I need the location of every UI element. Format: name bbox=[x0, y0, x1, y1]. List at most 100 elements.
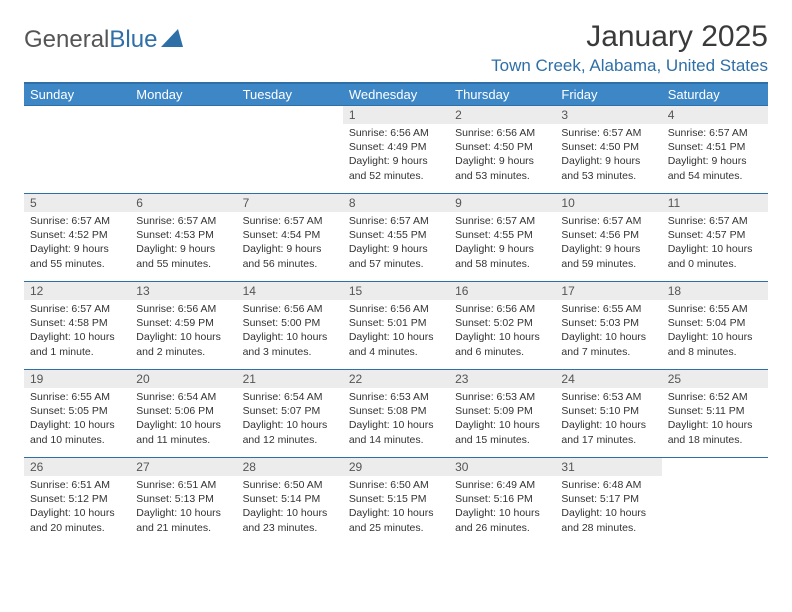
day-data: Sunrise: 6:55 AMSunset: 5:04 PMDaylight:… bbox=[662, 300, 768, 365]
day-data: Sunrise: 6:56 AMSunset: 4:59 PMDaylight:… bbox=[130, 300, 236, 365]
calendar-cell: 1Sunrise: 6:56 AMSunset: 4:49 PMDaylight… bbox=[343, 106, 449, 194]
day-header: Sunday bbox=[24, 83, 130, 106]
calendar-cell: 3Sunrise: 6:57 AMSunset: 4:50 PMDaylight… bbox=[555, 106, 661, 194]
day-data: Sunrise: 6:57 AMSunset: 4:50 PMDaylight:… bbox=[555, 124, 661, 189]
day-number: 13 bbox=[130, 282, 236, 300]
day-data: Sunrise: 6:54 AMSunset: 5:07 PMDaylight:… bbox=[237, 388, 343, 453]
calendar-cell: 8Sunrise: 6:57 AMSunset: 4:55 PMDaylight… bbox=[343, 194, 449, 282]
calendar-cell bbox=[237, 106, 343, 194]
day-data: Sunrise: 6:57 AMSunset: 4:58 PMDaylight:… bbox=[24, 300, 130, 365]
calendar-cell: 10Sunrise: 6:57 AMSunset: 4:56 PMDayligh… bbox=[555, 194, 661, 282]
day-number: 25 bbox=[662, 370, 768, 388]
day-data: Sunrise: 6:57 AMSunset: 4:56 PMDaylight:… bbox=[555, 212, 661, 277]
logo-triangle-icon bbox=[161, 26, 183, 54]
calendar-cell: 17Sunrise: 6:55 AMSunset: 5:03 PMDayligh… bbox=[555, 282, 661, 370]
day-data: Sunrise: 6:51 AMSunset: 5:12 PMDaylight:… bbox=[24, 476, 130, 541]
calendar-cell: 25Sunrise: 6:52 AMSunset: 5:11 PMDayligh… bbox=[662, 370, 768, 458]
day-data: Sunrise: 6:50 AMSunset: 5:15 PMDaylight:… bbox=[343, 476, 449, 541]
calendar-cell: 20Sunrise: 6:54 AMSunset: 5:06 PMDayligh… bbox=[130, 370, 236, 458]
day-data: Sunrise: 6:57 AMSunset: 4:57 PMDaylight:… bbox=[662, 212, 768, 277]
day-data: Sunrise: 6:53 AMSunset: 5:09 PMDaylight:… bbox=[449, 388, 555, 453]
day-header: Saturday bbox=[662, 83, 768, 106]
day-number: 7 bbox=[237, 194, 343, 212]
day-header: Tuesday bbox=[237, 83, 343, 106]
day-data: Sunrise: 6:53 AMSunset: 5:10 PMDaylight:… bbox=[555, 388, 661, 453]
brand-part2: Blue bbox=[109, 26, 157, 54]
calendar-week-row: 19Sunrise: 6:55 AMSunset: 5:05 PMDayligh… bbox=[24, 370, 768, 458]
calendar-cell: 13Sunrise: 6:56 AMSunset: 4:59 PMDayligh… bbox=[130, 282, 236, 370]
day-number: 20 bbox=[130, 370, 236, 388]
day-data: Sunrise: 6:56 AMSunset: 5:01 PMDaylight:… bbox=[343, 300, 449, 365]
calendar-cell: 29Sunrise: 6:50 AMSunset: 5:15 PMDayligh… bbox=[343, 458, 449, 546]
calendar-cell: 12Sunrise: 6:57 AMSunset: 4:58 PMDayligh… bbox=[24, 282, 130, 370]
location-label: Town Creek, Alabama, United States bbox=[491, 56, 768, 76]
day-data: Sunrise: 6:48 AMSunset: 5:17 PMDaylight:… bbox=[555, 476, 661, 541]
day-number: 23 bbox=[449, 370, 555, 388]
calendar-header-row: Sunday Monday Tuesday Wednesday Thursday… bbox=[24, 83, 768, 106]
day-data: Sunrise: 6:55 AMSunset: 5:05 PMDaylight:… bbox=[24, 388, 130, 453]
day-number: 21 bbox=[237, 370, 343, 388]
day-number: 5 bbox=[24, 194, 130, 212]
day-data: Sunrise: 6:55 AMSunset: 5:03 PMDaylight:… bbox=[555, 300, 661, 365]
day-number: 24 bbox=[555, 370, 661, 388]
day-number: 27 bbox=[130, 458, 236, 476]
day-number: 14 bbox=[237, 282, 343, 300]
day-number: 4 bbox=[662, 106, 768, 124]
day-number: 11 bbox=[662, 194, 768, 212]
calendar-cell: 18Sunrise: 6:55 AMSunset: 5:04 PMDayligh… bbox=[662, 282, 768, 370]
day-data: Sunrise: 6:57 AMSunset: 4:52 PMDaylight:… bbox=[24, 212, 130, 277]
day-number: 17 bbox=[555, 282, 661, 300]
day-data: Sunrise: 6:49 AMSunset: 5:16 PMDaylight:… bbox=[449, 476, 555, 541]
calendar-cell: 22Sunrise: 6:53 AMSunset: 5:08 PMDayligh… bbox=[343, 370, 449, 458]
day-number: 8 bbox=[343, 194, 449, 212]
calendar-week-row: 12Sunrise: 6:57 AMSunset: 4:58 PMDayligh… bbox=[24, 282, 768, 370]
calendar-cell: 11Sunrise: 6:57 AMSunset: 4:57 PMDayligh… bbox=[662, 194, 768, 282]
calendar-cell: 30Sunrise: 6:49 AMSunset: 5:16 PMDayligh… bbox=[449, 458, 555, 546]
calendar-week-row: 26Sunrise: 6:51 AMSunset: 5:12 PMDayligh… bbox=[24, 458, 768, 546]
calendar-cell: 26Sunrise: 6:51 AMSunset: 5:12 PMDayligh… bbox=[24, 458, 130, 546]
calendar-cell: 19Sunrise: 6:55 AMSunset: 5:05 PMDayligh… bbox=[24, 370, 130, 458]
calendar-cell: 15Sunrise: 6:56 AMSunset: 5:01 PMDayligh… bbox=[343, 282, 449, 370]
calendar-cell bbox=[662, 458, 768, 546]
day-number: 16 bbox=[449, 282, 555, 300]
brand-part1: General bbox=[24, 26, 109, 54]
day-number: 10 bbox=[555, 194, 661, 212]
calendar-week-row: 5Sunrise: 6:57 AMSunset: 4:52 PMDaylight… bbox=[24, 194, 768, 282]
calendar-cell: 16Sunrise: 6:56 AMSunset: 5:02 PMDayligh… bbox=[449, 282, 555, 370]
day-number: 29 bbox=[343, 458, 449, 476]
day-header: Monday bbox=[130, 83, 236, 106]
day-data: Sunrise: 6:51 AMSunset: 5:13 PMDaylight:… bbox=[130, 476, 236, 541]
day-data: Sunrise: 6:53 AMSunset: 5:08 PMDaylight:… bbox=[343, 388, 449, 453]
day-data: Sunrise: 6:57 AMSunset: 4:53 PMDaylight:… bbox=[130, 212, 236, 277]
day-header: Wednesday bbox=[343, 83, 449, 106]
calendar-cell: 24Sunrise: 6:53 AMSunset: 5:10 PMDayligh… bbox=[555, 370, 661, 458]
calendar-cell: 28Sunrise: 6:50 AMSunset: 5:14 PMDayligh… bbox=[237, 458, 343, 546]
calendar-cell: 7Sunrise: 6:57 AMSunset: 4:54 PMDaylight… bbox=[237, 194, 343, 282]
calendar-cell: 5Sunrise: 6:57 AMSunset: 4:52 PMDaylight… bbox=[24, 194, 130, 282]
day-data: Sunrise: 6:54 AMSunset: 5:06 PMDaylight:… bbox=[130, 388, 236, 453]
day-number: 31 bbox=[555, 458, 661, 476]
page-title: January 2025 bbox=[491, 20, 768, 54]
calendar-cell: 27Sunrise: 6:51 AMSunset: 5:13 PMDayligh… bbox=[130, 458, 236, 546]
day-header: Friday bbox=[555, 83, 661, 106]
day-number: 22 bbox=[343, 370, 449, 388]
day-data: Sunrise: 6:57 AMSunset: 4:54 PMDaylight:… bbox=[237, 212, 343, 277]
day-data: Sunrise: 6:57 AMSunset: 4:55 PMDaylight:… bbox=[449, 212, 555, 277]
day-data: Sunrise: 6:57 AMSunset: 4:55 PMDaylight:… bbox=[343, 212, 449, 277]
calendar-cell bbox=[24, 106, 130, 194]
day-number: 28 bbox=[237, 458, 343, 476]
day-number: 15 bbox=[343, 282, 449, 300]
day-data: Sunrise: 6:56 AMSunset: 5:02 PMDaylight:… bbox=[449, 300, 555, 365]
calendar-cell: 4Sunrise: 6:57 AMSunset: 4:51 PMDaylight… bbox=[662, 106, 768, 194]
calendar-week-row: 1Sunrise: 6:56 AMSunset: 4:49 PMDaylight… bbox=[24, 106, 768, 194]
day-data: Sunrise: 6:56 AMSunset: 4:49 PMDaylight:… bbox=[343, 124, 449, 189]
day-number: 2 bbox=[449, 106, 555, 124]
day-number: 18 bbox=[662, 282, 768, 300]
day-data: Sunrise: 6:50 AMSunset: 5:14 PMDaylight:… bbox=[237, 476, 343, 541]
day-data: Sunrise: 6:56 AMSunset: 4:50 PMDaylight:… bbox=[449, 124, 555, 189]
day-number: 19 bbox=[24, 370, 130, 388]
day-number: 30 bbox=[449, 458, 555, 476]
day-number: 9 bbox=[449, 194, 555, 212]
calendar-cell: 21Sunrise: 6:54 AMSunset: 5:07 PMDayligh… bbox=[237, 370, 343, 458]
calendar-cell: 31Sunrise: 6:48 AMSunset: 5:17 PMDayligh… bbox=[555, 458, 661, 546]
